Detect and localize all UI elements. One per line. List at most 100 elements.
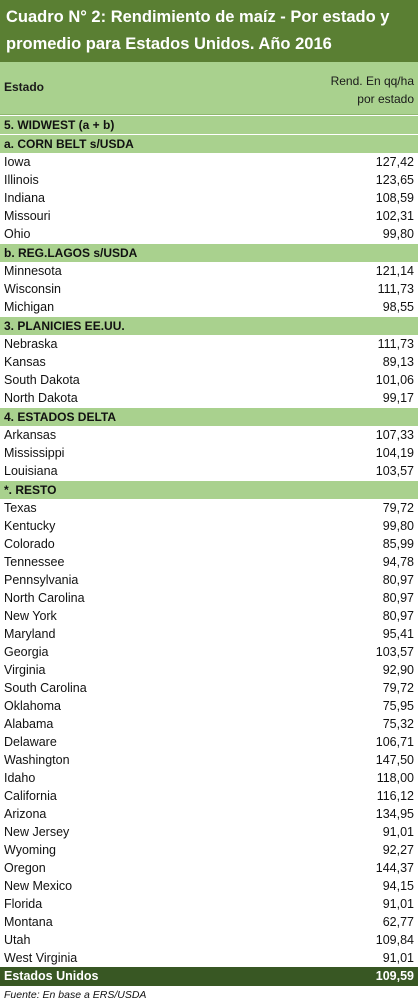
table-row: Virginia 92,90 <box>0 661 418 679</box>
table-row: North Dakota 99,17 <box>0 389 418 407</box>
yield-value: 89,13 <box>382 355 414 369</box>
state-name: Oregon <box>4 861 46 875</box>
state-name: Washington <box>4 753 70 767</box>
table-title: Cuadro N° 2: Rendimiento de maíz - Por e… <box>0 0 418 62</box>
yield-value: 109,84 <box>375 933 414 947</box>
section-header: a. CORN BELT s/USDA <box>0 134 418 153</box>
yield-value: 94,15 <box>382 879 414 893</box>
yield-value: 108,59 <box>375 191 414 205</box>
yield-value: 99,80 <box>382 227 414 241</box>
state-name: Missouri <box>4 209 51 223</box>
yield-value: 147,50 <box>375 753 414 767</box>
state-name: Georgia <box>4 645 49 659</box>
table-row: Iowa 127,42 <box>0 153 418 171</box>
yield-value: 101,06 <box>375 373 414 387</box>
state-name: Virginia <box>4 663 46 677</box>
table-row: Wisconsin 111,73 <box>0 280 418 298</box>
table-row: South Dakota 101,06 <box>0 371 418 389</box>
state-name: North Dakota <box>4 391 78 405</box>
table-row: Pennsylvania 80,97 <box>0 571 418 589</box>
yield-value: 107,33 <box>375 428 414 442</box>
yield-value: 75,32 <box>382 717 414 731</box>
table-row: Ohio 99,80 <box>0 225 418 243</box>
yield-value: 79,72 <box>382 501 414 515</box>
state-name: Tennessee <box>4 555 65 569</box>
state-name: Kansas <box>4 355 46 369</box>
table-row: California 116,12 <box>0 787 418 805</box>
table-row: Kentucky 99,80 <box>0 517 418 535</box>
yield-value: 99,80 <box>382 519 414 533</box>
state-name: Utah <box>4 933 31 947</box>
table-row: Florida 91,01 <box>0 895 418 913</box>
yield-value: 75,95 <box>382 699 414 713</box>
state-name: Pennsylvania <box>4 573 79 587</box>
table-row: Arkansas 107,33 <box>0 426 418 444</box>
yield-value: 80,97 <box>382 591 414 605</box>
yield-value: 62,77 <box>382 915 414 929</box>
total-value: 109,59 <box>375 969 414 983</box>
table-row: Minnesota 121,14 <box>0 262 418 280</box>
table-row: North Carolina 80,97 <box>0 589 418 607</box>
table-row: Oregon 144,37 <box>0 859 418 877</box>
state-name: Montana <box>4 915 53 929</box>
yield-value: 123,65 <box>375 173 414 187</box>
table-row: Louisiana 103,57 <box>0 462 418 480</box>
state-name: Texas <box>4 501 37 515</box>
table-header: Estado Rend. En qq/ha por estado <box>0 62 418 115</box>
total-row: Estados Unidos 109,59 <box>0 967 418 986</box>
state-name: Wisconsin <box>4 282 61 296</box>
state-name: Alabama <box>4 717 54 731</box>
state-name: Illinois <box>4 173 39 187</box>
state-name: Indiana <box>4 191 46 205</box>
yield-value: 118,00 <box>376 771 414 785</box>
yield-value: 98,55 <box>382 300 414 314</box>
yield-value: 94,78 <box>382 555 414 569</box>
section-header: b. REG.LAGOS s/USDA <box>0 243 418 262</box>
header-estado: Estado <box>4 80 45 94</box>
total-label: Estados Unidos <box>4 969 99 983</box>
yield-value: 111,73 <box>377 282 414 296</box>
table-row: Delaware 106,71 <box>0 733 418 751</box>
yield-value: 106,71 <box>375 735 414 749</box>
table-row: New York 80,97 <box>0 607 418 625</box>
table-row: Illinois 123,65 <box>0 171 418 189</box>
table-row: Alabama 75,32 <box>0 715 418 733</box>
table-row: Idaho 118,00 <box>0 769 418 787</box>
state-name: California <box>4 789 57 803</box>
state-name: Michigan <box>4 300 55 314</box>
state-name: West Virginia <box>4 951 78 965</box>
table-row: Mississippi 104,19 <box>0 444 418 462</box>
state-name: Arizona <box>4 807 47 821</box>
table-row: Colorado 85,99 <box>0 535 418 553</box>
state-name: New Jersey <box>4 825 70 839</box>
header-rend-line2: por estado <box>357 92 414 106</box>
state-name: Iowa <box>4 155 31 169</box>
table-row: Kansas 89,13 <box>0 353 418 371</box>
state-name: Florida <box>4 897 43 911</box>
table-row: Texas 79,72 <box>0 499 418 517</box>
yield-value: 80,97 <box>382 573 414 587</box>
state-name: Maryland <box>4 627 56 641</box>
yield-value: 92,90 <box>382 663 414 677</box>
yield-value: 121,14 <box>375 264 414 278</box>
yield-value: 134,95 <box>375 807 414 821</box>
table-row: Wyoming 92,27 <box>0 841 418 859</box>
table-row: South Carolina 79,72 <box>0 679 418 697</box>
yield-value: 95,41 <box>382 627 414 641</box>
section-header: 4. ESTADOS DELTA <box>0 407 418 426</box>
table-row: Michigan 98,55 <box>0 298 418 316</box>
state-name: North Carolina <box>4 591 85 605</box>
state-name: Oklahoma <box>4 699 61 713</box>
state-name: South Dakota <box>4 373 80 387</box>
yield-value: 144,37 <box>375 861 414 875</box>
table-row: Utah 109,84 <box>0 931 418 949</box>
table-row: New Jersey 91,01 <box>0 823 418 841</box>
state-name: New Mexico <box>4 879 73 893</box>
state-name: Minnesota <box>4 264 62 278</box>
yield-value: 91,01 <box>382 897 414 911</box>
source-note: Fuente: En base a ERS/USDA <box>4 989 147 1001</box>
yield-value: 85,99 <box>382 537 414 551</box>
table-body: 5. WIDWEST (a + b) a. CORN BELT s/USDA Iow… <box>0 115 418 967</box>
state-name: Louisiana <box>4 464 58 478</box>
